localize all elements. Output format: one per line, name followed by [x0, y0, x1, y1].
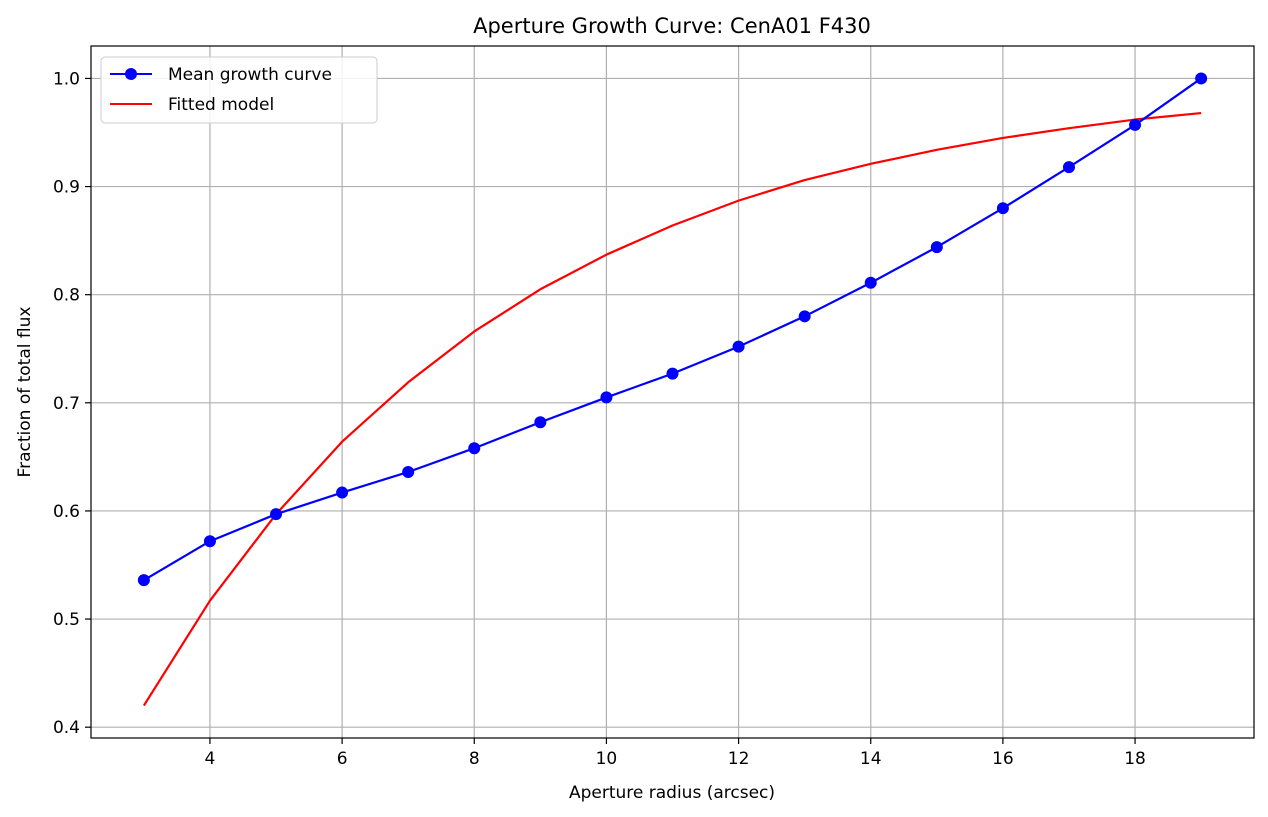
data-point: [732, 340, 745, 353]
x-tick-label: 4: [205, 749, 216, 769]
legend-label-mean: Mean growth curve: [168, 65, 332, 85]
y-tick-label: 0.7: [53, 394, 80, 414]
y-tick-label: 1.0: [53, 69, 80, 89]
chart-title: Aperture Growth Curve: CenA01 F430: [473, 14, 871, 38]
legend-box: [100, 56, 378, 124]
y-tick-label: 0.6: [53, 502, 80, 522]
data-point: [137, 574, 150, 587]
data-point: [996, 202, 1009, 215]
ticks: 4 6 8 10 12 14 16 18 0.4 0.5 0.6 0.7 0.8 0.9 1.0: [53, 69, 1146, 769]
data-point: [930, 241, 943, 254]
data-point: [864, 276, 877, 289]
y-tick-label: 0.9: [53, 178, 80, 198]
data-point: [203, 535, 216, 548]
x-tick-label: 8: [469, 749, 480, 769]
data-point: [468, 442, 481, 455]
x-tick-label: 16: [992, 749, 1014, 769]
legend-marker-mean: [125, 68, 137, 80]
data-point: [666, 367, 679, 380]
x-axis-label: Aperture radius (arcsec): [569, 783, 775, 803]
y-tick-label: 0.5: [53, 610, 80, 630]
legend-label-fit: Fitted model: [168, 95, 274, 115]
y-axis-label: Fraction of total flux: [15, 307, 35, 478]
data-point: [402, 466, 415, 479]
series-line-0: [143, 77, 1202, 582]
data-point: [798, 310, 811, 323]
x-tick-label: 14: [860, 749, 882, 769]
y-tick-label: 0.4: [53, 718, 80, 738]
plot-frame: [90, 45, 1255, 739]
x-tick-label: 18: [1124, 749, 1146, 769]
x-tick-label: 6: [337, 749, 348, 769]
series-line-1: [142, 111, 1202, 707]
data-point: [1195, 72, 1208, 85]
legend: Mean growth curve Fitted model: [100, 56, 378, 124]
data-point: [336, 486, 349, 499]
data-point: [270, 508, 283, 521]
data-point: [1062, 161, 1075, 174]
y-tick-label: 0.8: [53, 286, 80, 306]
data-point: [600, 391, 613, 404]
x-tick-label: 12: [728, 749, 750, 769]
grid: [91, 46, 1254, 738]
x-tick-label: 10: [596, 749, 618, 769]
data-point: [1129, 118, 1142, 131]
data-point: [534, 416, 547, 429]
series-layer: [137, 72, 1208, 707]
